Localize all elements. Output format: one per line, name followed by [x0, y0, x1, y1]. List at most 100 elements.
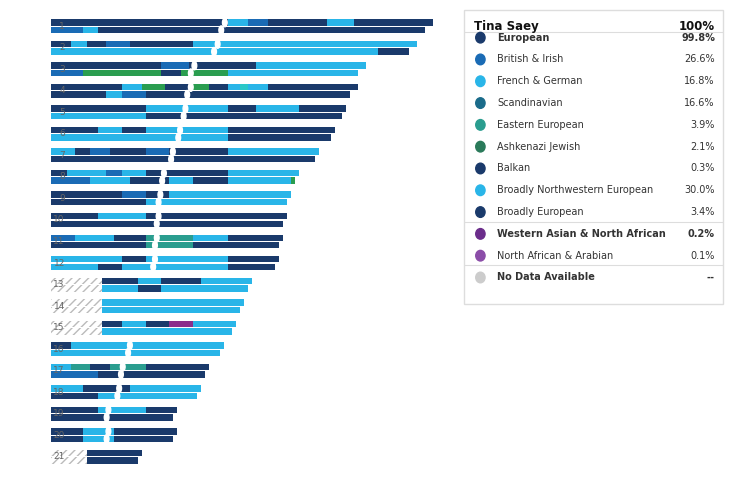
Bar [87, 457, 138, 464]
Bar [51, 62, 161, 69]
Bar [255, 62, 366, 69]
Bar [193, 235, 228, 241]
Bar [248, 19, 268, 26]
Bar [51, 191, 291, 198]
Ellipse shape [171, 147, 175, 156]
Bar [51, 256, 122, 262]
Text: 4: 4 [59, 86, 65, 95]
Bar [51, 457, 87, 464]
Bar [228, 48, 378, 55]
Circle shape [476, 163, 485, 174]
Bar [51, 407, 177, 413]
Bar [51, 242, 280, 248]
Text: French & German: French & German [497, 76, 583, 86]
Text: --: -- [707, 272, 715, 283]
Bar [74, 148, 91, 155]
Bar [51, 41, 71, 47]
Bar [268, 84, 358, 90]
Bar [165, 84, 189, 90]
Bar [87, 41, 106, 47]
Bar [51, 127, 334, 133]
Bar [51, 19, 433, 26]
Bar [138, 278, 161, 284]
Bar [114, 235, 145, 241]
Text: 0.2%: 0.2% [688, 229, 715, 239]
Circle shape [476, 250, 485, 261]
Bar [51, 170, 67, 176]
Bar [51, 342, 224, 349]
Ellipse shape [181, 112, 186, 120]
Bar [228, 70, 358, 76]
Ellipse shape [106, 406, 111, 414]
Text: 5: 5 [59, 108, 65, 117]
Bar [145, 148, 169, 155]
Text: 99.8%: 99.8% [681, 33, 715, 43]
Bar [51, 385, 82, 392]
Bar [102, 321, 122, 327]
Bar [248, 84, 268, 90]
Bar [51, 91, 106, 98]
Bar [51, 393, 99, 399]
Bar [122, 84, 142, 90]
Text: 0.1%: 0.1% [691, 251, 715, 261]
Circle shape [476, 54, 485, 65]
Text: No Data Available: No Data Available [497, 272, 595, 283]
Bar [228, 134, 331, 141]
Bar [99, 371, 204, 378]
Bar [102, 285, 248, 292]
Bar [51, 148, 319, 155]
Circle shape [476, 142, 485, 152]
Bar [161, 285, 248, 292]
Bar [51, 285, 102, 292]
Bar [51, 48, 228, 55]
Bar [51, 321, 102, 327]
Bar [51, 170, 299, 176]
Bar [51, 48, 410, 55]
Ellipse shape [212, 47, 216, 56]
Bar [145, 113, 342, 119]
Text: Tina Saey: Tina Saey [474, 20, 539, 33]
Bar [51, 213, 288, 219]
Bar [291, 177, 295, 184]
Bar [51, 84, 358, 90]
Bar [102, 299, 244, 306]
Bar [228, 177, 291, 184]
Bar [122, 321, 145, 327]
Bar [189, 62, 228, 69]
Bar [51, 113, 342, 119]
Bar [228, 156, 315, 162]
Bar [51, 299, 102, 306]
Text: 20: 20 [53, 431, 65, 440]
Ellipse shape [183, 104, 188, 113]
Bar [51, 199, 288, 205]
Text: 19: 19 [53, 409, 65, 418]
Bar [51, 242, 145, 248]
Ellipse shape [158, 190, 163, 199]
Bar [201, 278, 252, 284]
Text: 3: 3 [59, 65, 65, 74]
Ellipse shape [104, 435, 109, 443]
Ellipse shape [118, 370, 123, 379]
Bar [102, 321, 236, 327]
Text: 1: 1 [59, 22, 65, 31]
Bar [145, 199, 288, 205]
Bar [145, 256, 228, 262]
Ellipse shape [155, 234, 159, 242]
Bar [51, 235, 283, 241]
Bar [99, 27, 425, 33]
Text: Eastern European: Eastern European [497, 120, 584, 130]
Text: Scandinavian: Scandinavian [497, 98, 563, 108]
Text: Broadly Northwestern European: Broadly Northwestern European [497, 185, 653, 195]
Ellipse shape [156, 212, 161, 220]
Bar [87, 457, 138, 464]
Text: 17: 17 [53, 366, 65, 375]
Text: 16: 16 [53, 344, 65, 354]
Circle shape [476, 120, 485, 130]
Bar [130, 177, 169, 184]
Bar [51, 27, 82, 33]
Bar [51, 177, 91, 184]
Bar [130, 385, 201, 392]
Text: 18: 18 [53, 388, 65, 397]
Bar [51, 199, 145, 205]
Bar [189, 84, 209, 90]
